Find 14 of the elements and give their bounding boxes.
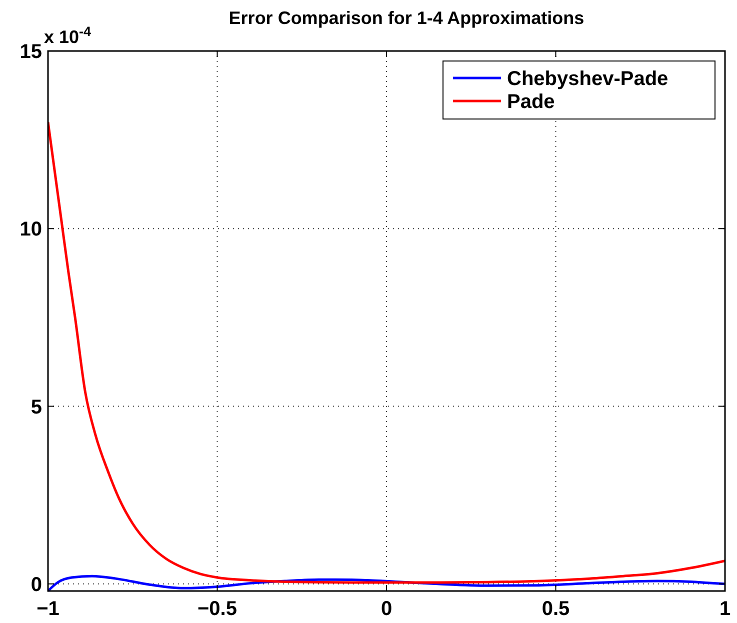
- y-tick-label: 0: [30, 574, 42, 596]
- x-tick-label: 1: [719, 598, 731, 620]
- y-tick-label: 5: [30, 396, 42, 418]
- chart-title: Error Comparison for 1-4 Approximations: [228, 8, 584, 28]
- x-tick-label: −0.5: [198, 598, 237, 620]
- y-tick-label: 15: [20, 41, 42, 63]
- text: x 10$^{-4}$: [44, 24, 92, 47]
- x-tick-label: 0.5: [542, 598, 570, 620]
- legend-label: Chebyshev-Pade: [507, 68, 668, 90]
- x-tick-label: 0: [380, 598, 392, 620]
- legend-label: Pade: [507, 91, 555, 113]
- x-tick-label: −1: [36, 598, 60, 620]
- line-series: [48, 120, 725, 584]
- y-tick-label: 10: [20, 218, 42, 241]
